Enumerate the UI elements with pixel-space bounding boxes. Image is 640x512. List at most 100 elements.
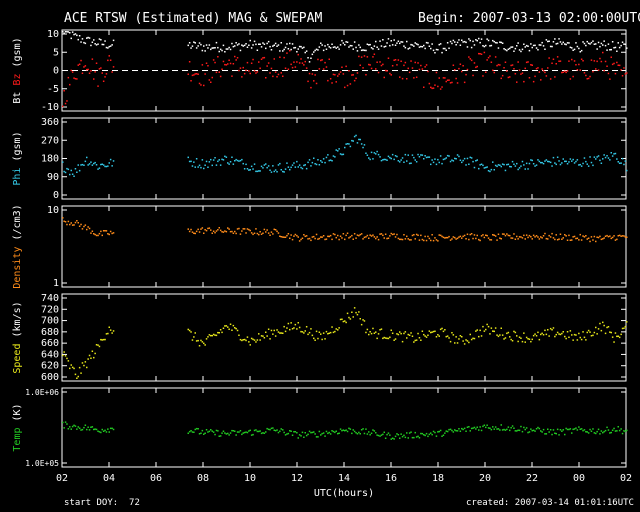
data-point xyxy=(366,56,369,58)
data-point xyxy=(582,162,584,165)
data-point xyxy=(282,332,284,334)
data-point xyxy=(431,433,433,436)
data-point xyxy=(64,31,67,33)
data-point xyxy=(62,354,64,357)
data-point xyxy=(586,40,588,43)
data-point xyxy=(462,159,464,162)
data-point xyxy=(77,38,79,41)
data-point xyxy=(300,238,302,241)
data-point xyxy=(379,156,381,158)
data-point xyxy=(590,41,593,44)
data-point xyxy=(456,342,459,344)
data-point xyxy=(307,80,309,83)
data-point xyxy=(509,76,511,78)
data-point xyxy=(487,237,490,239)
data-point xyxy=(580,428,583,430)
data-point xyxy=(461,427,463,430)
data-point xyxy=(576,237,579,239)
mag-series-bt xyxy=(62,31,628,63)
data-point xyxy=(596,236,598,238)
data-point xyxy=(532,163,535,165)
data-point xyxy=(246,228,249,230)
data-point xyxy=(432,330,435,333)
data-point xyxy=(73,77,75,79)
data-point xyxy=(456,82,459,84)
data-point xyxy=(211,334,213,337)
data-point xyxy=(228,434,230,436)
data-point xyxy=(277,431,280,434)
data-point xyxy=(386,159,388,161)
data-point xyxy=(463,234,466,237)
data-point xyxy=(290,234,292,236)
data-point xyxy=(597,155,600,157)
data-point xyxy=(348,427,350,430)
data-point xyxy=(231,230,233,233)
data-point xyxy=(558,333,560,335)
data-point xyxy=(353,233,356,235)
data-point xyxy=(614,332,617,334)
data-point xyxy=(97,85,99,87)
data-point xyxy=(472,237,474,240)
data-point xyxy=(390,329,392,331)
data-point xyxy=(360,49,363,52)
data-point xyxy=(459,235,462,238)
data-point xyxy=(541,68,543,70)
data-point xyxy=(238,160,240,162)
data-point xyxy=(551,62,553,64)
data-point xyxy=(465,41,467,44)
data-point xyxy=(442,158,445,161)
data-point xyxy=(66,357,68,360)
data-point xyxy=(413,234,415,236)
data-point xyxy=(613,427,615,430)
data-point xyxy=(573,162,576,164)
data-point xyxy=(564,43,566,45)
data-point xyxy=(624,325,627,328)
data-point xyxy=(537,67,539,69)
data-point xyxy=(583,157,586,159)
data-point xyxy=(376,434,378,436)
data-point xyxy=(313,235,315,238)
data-point xyxy=(73,175,75,177)
data-point xyxy=(224,63,226,66)
data-point xyxy=(472,337,474,340)
data-point xyxy=(542,45,545,47)
data-point xyxy=(105,165,108,168)
mag-ylabel-part: Bz xyxy=(12,74,23,92)
data-point xyxy=(289,49,291,52)
data-point xyxy=(397,434,400,436)
data-point xyxy=(356,313,359,316)
data-point xyxy=(328,235,330,238)
data-point xyxy=(362,49,364,51)
data-point xyxy=(289,42,291,45)
data-point xyxy=(286,433,288,435)
data-point xyxy=(556,331,559,334)
data-point xyxy=(358,234,360,237)
data-point xyxy=(479,41,481,44)
data-point xyxy=(497,233,500,235)
data-point xyxy=(370,332,373,335)
data-point xyxy=(252,168,254,170)
data-point xyxy=(332,73,335,76)
data-point xyxy=(241,433,243,436)
data-point xyxy=(390,232,392,235)
data-point xyxy=(298,62,301,64)
data-point xyxy=(486,424,488,426)
data-point xyxy=(452,160,455,162)
data-point xyxy=(193,41,195,43)
data-point xyxy=(572,236,574,238)
data-point xyxy=(432,239,435,242)
data-point xyxy=(394,435,397,438)
data-point xyxy=(249,39,251,42)
data-point xyxy=(332,331,335,334)
speed-ytick-label: 700 xyxy=(41,316,59,327)
data-point xyxy=(428,237,431,240)
data-point xyxy=(480,429,483,432)
data-point xyxy=(108,55,110,57)
data-point xyxy=(442,77,445,79)
data-point xyxy=(555,43,557,45)
data-point xyxy=(195,47,198,49)
density-frame xyxy=(61,205,627,288)
data-point xyxy=(568,60,570,62)
data-point xyxy=(282,75,284,77)
data-point xyxy=(573,60,576,62)
